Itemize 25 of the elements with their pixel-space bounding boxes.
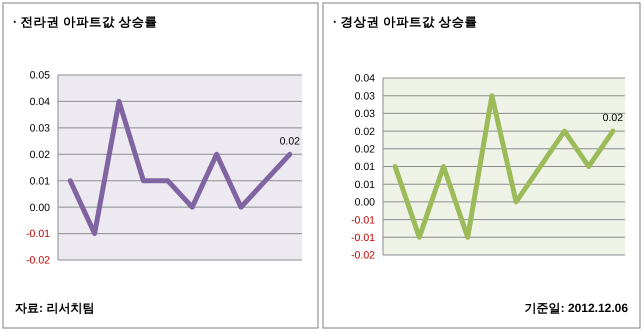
y-tick-label: 0.02 (354, 126, 376, 138)
y-tick-label: 0.01 (354, 178, 376, 191)
y-tick-label: -0.02 (351, 250, 376, 262)
y-tick-label: 0.02 (354, 143, 376, 156)
data-label: 0.02 (280, 135, 300, 148)
chart-title: · 전라권 아파트값 상승률 (13, 15, 158, 29)
y-tick-label: 0.01 (354, 161, 376, 174)
y-tick-label: 0.00 (30, 202, 50, 214)
y-tick-label: 0.01 (30, 175, 50, 188)
y-tick-label: 0.02 (30, 148, 50, 161)
y-tick-label: 0.03 (30, 122, 50, 135)
y-tick-label: 0.04 (30, 96, 50, 108)
data-label: 0.02 (602, 112, 624, 124)
y-tick-label: -0.01 (351, 214, 376, 226)
y-tick-label: -0.02 (26, 254, 50, 267)
y-tick-label: -0.01 (351, 232, 376, 244)
y-tick-label: 0.03 (354, 108, 376, 120)
y-tick-label: -0.01 (26, 228, 50, 240)
y-tick-label: 0.03 (354, 90, 376, 102)
y-tick-label: 0.04 (354, 72, 376, 85)
y-tick-label: 0.00 (354, 196, 376, 209)
chart-title: · 경상권 아파트값 상승률 (333, 15, 478, 29)
text: 자료: 리서치팀 (15, 301, 94, 315)
text: 기준일: 2012.12.06 (524, 301, 628, 315)
y-tick-label: 0.05 (30, 70, 50, 82)
